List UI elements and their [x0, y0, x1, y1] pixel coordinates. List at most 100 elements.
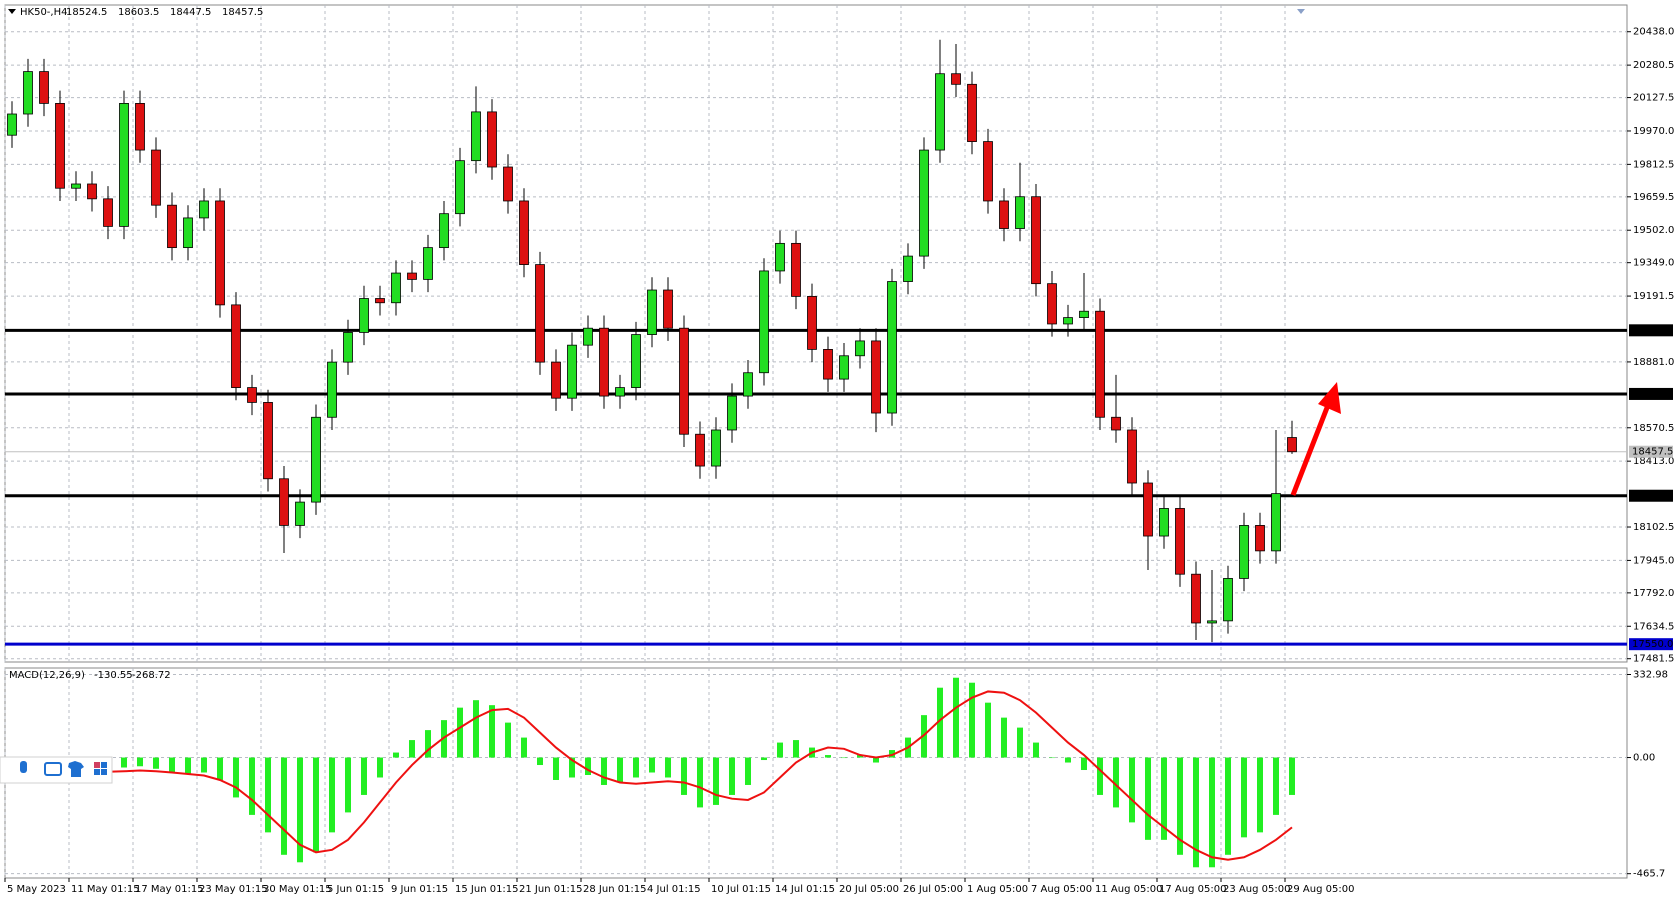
x-tick-label: 23 May 01:15 [199, 884, 268, 895]
candle-body [919, 149, 929, 257]
macd-bar [1177, 757, 1183, 855]
shift-marker[interactable] [1297, 9, 1305, 14]
macd-bar [1097, 757, 1103, 795]
candle-body [103, 198, 113, 227]
y-tick-label: 19502.0 [1633, 225, 1674, 236]
macd-bar [601, 757, 607, 785]
candle-body [887, 281, 897, 414]
macd-bar [953, 677, 959, 758]
candle-body [663, 289, 673, 329]
apps-icon[interactable] [101, 762, 107, 768]
macd-bar [1113, 757, 1119, 808]
macd-bar [1001, 717, 1007, 758]
macd-bar [937, 687, 943, 758]
chart-header: HK50-,H4 [20, 7, 67, 18]
macd-bar [265, 757, 271, 833]
macd-bar [1145, 757, 1151, 840]
macd-bar [617, 757, 623, 783]
candle-body [1175, 508, 1185, 575]
level-label-box [1629, 445, 1673, 458]
x-tick-label: 5 May 2023 [7, 884, 66, 895]
candle-body [1287, 437, 1297, 453]
x-tick-label: 7 Aug 05:00 [1031, 884, 1092, 895]
x-tick-label: 20 Jul 05:00 [839, 884, 899, 895]
candle-body [487, 111, 497, 168]
y-tick-label: 0.00 [1633, 753, 1655, 764]
x-tick-label: 14 Jul 01:15 [775, 884, 835, 895]
level-label: 18730.0 [1632, 389, 1673, 400]
level-label-box [1629, 387, 1673, 400]
candle-body [1207, 620, 1217, 624]
shirt-icon[interactable] [68, 761, 84, 777]
y-tick-label: 19812.5 [1633, 159, 1674, 170]
menu-triangle[interactable] [8, 9, 16, 14]
macd-bar [1273, 757, 1279, 815]
candle-body [183, 217, 193, 249]
macd-bar [713, 757, 719, 805]
candle-body [711, 429, 721, 467]
candle-body [311, 416, 321, 503]
macd-bar [505, 722, 511, 758]
x-tick-label: 11 May 01:15 [71, 884, 140, 895]
candle-body [967, 83, 977, 142]
candle-body [343, 332, 353, 363]
y-tick-label: 18570.5 [1633, 423, 1674, 434]
candle-body [87, 183, 97, 200]
chart-header: 18524.5 [66, 7, 107, 18]
x-tick-label: 26 Jul 05:00 [903, 884, 963, 895]
macd-bar [1225, 757, 1231, 855]
macd-bar [729, 757, 735, 795]
macd-bar [553, 757, 559, 780]
level-label-box [1629, 324, 1673, 337]
candle-body [215, 200, 225, 306]
macd-bar [489, 705, 495, 758]
toolbar [0, 756, 113, 784]
macd-bar [665, 757, 671, 778]
candle-body [135, 103, 145, 151]
candle-body [567, 344, 577, 399]
macd-bar [217, 757, 223, 780]
candle-body [1271, 493, 1281, 552]
y-tick-label: 19659.5 [1633, 192, 1674, 203]
candle-body [1031, 196, 1041, 285]
candle-body [855, 340, 865, 357]
candle-body [295, 501, 305, 526]
candle-body [1223, 578, 1233, 622]
apps-icon[interactable] [101, 769, 107, 775]
candle-body [167, 204, 177, 249]
x-tick-label: 30 May 01:15 [263, 884, 332, 895]
candle-body [727, 395, 737, 431]
candle-body [951, 73, 961, 85]
signal-line [11, 690, 1293, 861]
candle-body [247, 387, 257, 403]
arrow-shaft [1290, 399, 1333, 496]
macd-bar [153, 757, 159, 769]
macd-bar [329, 757, 335, 833]
level-label: 19030.0 [1632, 325, 1673, 336]
apps-icon[interactable] [94, 769, 100, 775]
candle-body [759, 270, 769, 374]
candle-body [631, 334, 641, 388]
macd-bar [681, 757, 687, 795]
x-tick-label: 17 Aug 05:00 [1159, 884, 1226, 895]
y-tick-label: 17634.5 [1633, 621, 1674, 632]
macd-bar [873, 757, 879, 763]
mic-icon[interactable] [20, 761, 27, 773]
apps-icon[interactable] [94, 762, 100, 768]
macd-bar [1017, 727, 1023, 758]
x-tick-label: 11 Aug 05:00 [1095, 884, 1162, 895]
candle-body [279, 478, 289, 526]
keyboard-icon[interactable] [44, 762, 62, 776]
macd-bar [473, 700, 479, 758]
candle-body [823, 349, 833, 380]
chart-layer: 20438.0 20280.5 20127.5 19970.0 19812.5 19659… [4, 5, 1674, 895]
macd-title: MACD(12,26,9) [9, 670, 85, 681]
macd-bar [585, 757, 591, 775]
macd-bar [137, 757, 143, 767]
candle-body [503, 166, 513, 202]
y-tick-label: -465.7 [1633, 869, 1665, 880]
chart-header: 18457.5 [222, 7, 263, 18]
chart-header: 18603.5 [118, 7, 159, 18]
macd-bar [889, 750, 895, 758]
